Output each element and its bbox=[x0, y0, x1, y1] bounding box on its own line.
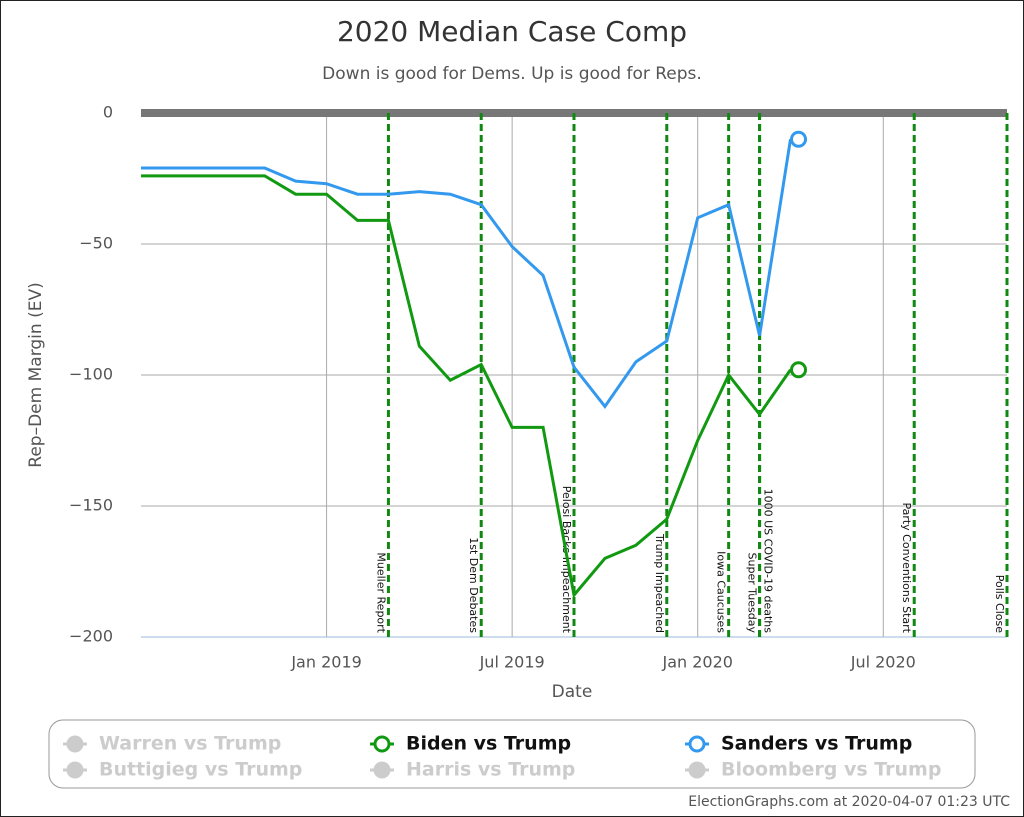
legend-symbol bbox=[688, 735, 706, 753]
x-tick-label: Jan 2019 bbox=[290, 653, 361, 672]
y-axis-title: Rep–Dem Margin (EV) bbox=[26, 282, 46, 467]
credit: ElectionGraphs.com at 2020-04-07 01:23 U… bbox=[688, 794, 1010, 810]
x-axis-title: Date bbox=[552, 682, 593, 702]
event-label: 1000 US COVID-19 deaths bbox=[762, 489, 775, 634]
legend-label[interactable]: Bloomberg vs Trump bbox=[721, 759, 941, 781]
legend-symbol bbox=[373, 735, 391, 753]
end-marker bbox=[790, 130, 807, 148]
series-line bbox=[141, 138, 792, 409]
end-marker bbox=[790, 361, 807, 379]
chart-title: 2020 Median Case Comp bbox=[337, 15, 687, 48]
legend-symbol bbox=[688, 761, 706, 779]
y-tick-label: 0 bbox=[103, 103, 113, 122]
legend-label[interactable]: Sanders vs Trump bbox=[721, 733, 912, 755]
legend-label[interactable]: Warren vs Trump bbox=[99, 733, 281, 755]
legend-symbol bbox=[66, 761, 84, 779]
legend-label[interactable]: Biden vs Trump bbox=[406, 733, 571, 755]
event-label: Iowa Caucuses bbox=[715, 551, 728, 633]
event-label: Mueller Report bbox=[374, 552, 387, 633]
series-line bbox=[141, 174, 792, 599]
event-label: Trump Impeached bbox=[653, 533, 666, 633]
event-label: 1st Dem Debates bbox=[467, 537, 480, 633]
legend-symbol bbox=[66, 735, 84, 753]
legend-label[interactable]: Harris vs Trump bbox=[406, 759, 575, 781]
y-tick-label: −50 bbox=[79, 234, 113, 253]
y-tick-label: −200 bbox=[69, 627, 113, 646]
event-label: Polls Close bbox=[993, 575, 1006, 634]
chart-subtitle: Down is good for Dems. Up is good for Re… bbox=[322, 64, 702, 84]
x-tick-label: Jul 2020 bbox=[850, 653, 916, 672]
x-tick-label: Jul 2019 bbox=[479, 653, 545, 672]
x-tick-label: Jan 2020 bbox=[661, 653, 732, 672]
y-tick-label: −100 bbox=[69, 365, 113, 384]
legend-box bbox=[48, 719, 976, 789]
legend-label[interactable]: Buttigieg vs Trump bbox=[99, 759, 302, 781]
event-label: Super Tuesday bbox=[746, 553, 759, 634]
legend-symbol bbox=[373, 761, 391, 779]
y-tick-label: −150 bbox=[69, 496, 113, 515]
event-label: Party Conventions Start bbox=[900, 502, 913, 633]
